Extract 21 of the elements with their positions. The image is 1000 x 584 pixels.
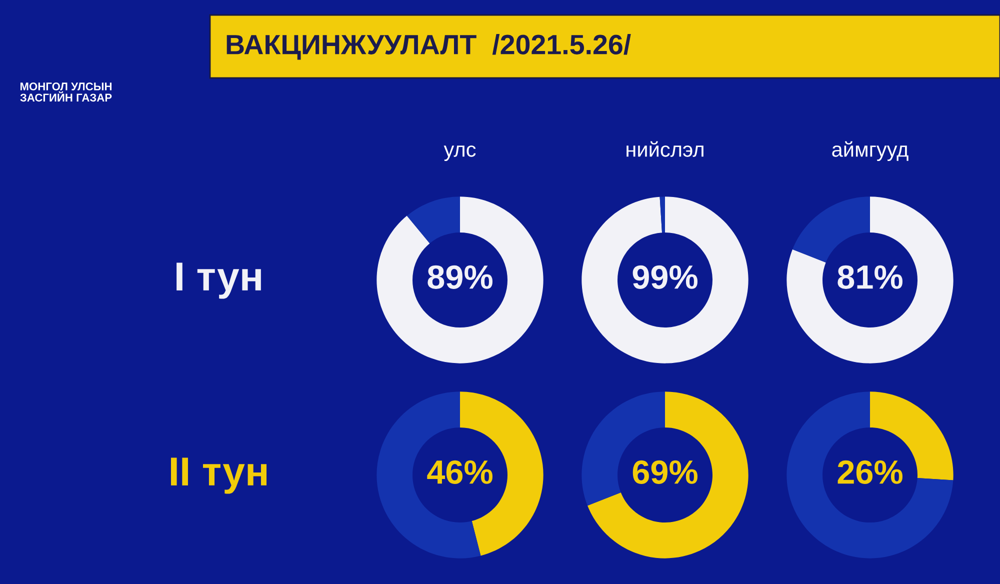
data-label: 99% [632,265,698,289]
data-label: 26% [838,460,902,484]
donut-slice [406,196,460,244]
data-label: 81% [838,265,902,289]
donut-slice [792,196,870,263]
donut-slice [660,196,665,233]
chart-title: улс [444,145,476,161]
data-label: 69% [632,460,698,484]
donut-slice [376,196,544,364]
text: II тун [170,458,267,494]
donut-slice [786,392,954,558]
donut-slice [588,392,748,558]
chart-title: аймгууд [832,141,908,161]
text: МОНГОЛ УЛСЫН ЗАСГИЙН ГАЗАР [20,82,112,102]
text: I тун [176,262,261,299]
text: ВАКЦИНЖУУЛАЛТ /2021.5.26/ [226,34,631,60]
chart-title: нийслэл [626,141,704,157]
donut-slice [582,196,748,364]
data-label: 89% [428,265,492,289]
donut-slice [786,196,954,364]
data-label: 46% [427,460,492,484]
